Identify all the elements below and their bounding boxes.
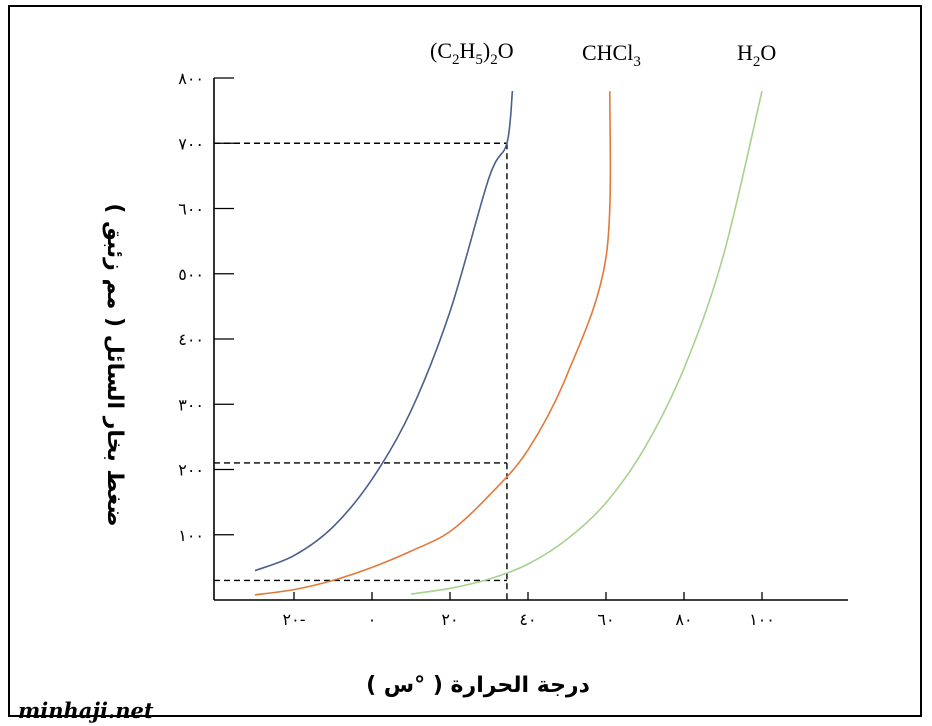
y-tick-label: ٥٠٠ [178, 265, 204, 284]
x-tick-label: ٦٠ [597, 610, 614, 629]
series-label-chloroform: CHCl3 [582, 40, 641, 70]
x-tick-label: ٨٠ [675, 610, 692, 629]
x-tick-label: ١٠٠ [749, 610, 775, 629]
y-tick-label: ٨٠٠ [178, 69, 204, 88]
y-ticks: ١٠٠ ٢٠٠ ٣٠٠ ٤٠٠ ٥٠٠ ٦٠٠ ٧٠٠ ٨٠٠ [178, 69, 234, 545]
series-line-chloroform [254, 91, 612, 596]
y-tick-label: ٢٠٠ [178, 461, 204, 480]
x-axis-title: درجة الحرارة ( °س ) [366, 673, 590, 698]
reference-lines [214, 142, 508, 600]
y-tick-label: ٤٠٠ [178, 330, 204, 349]
y-axis-title: ضغط بخار السائل ( مم زئبق ) [102, 203, 127, 526]
x-tick-label: ٤٠ [519, 610, 536, 629]
watermark: minhaji.net [18, 698, 154, 723]
y-tick-label: ١٠٠ [178, 526, 204, 545]
y-tick-label: ٣٠٠ [178, 395, 204, 414]
x-tick-label: ٢٠- [283, 610, 306, 629]
series-line-ether [254, 91, 514, 572]
series-line-water [410, 90, 763, 595]
x-tick-label: ٢٠ [441, 610, 458, 629]
y-tick-label: ٧٠٠ [178, 134, 204, 153]
series-label-water: H2O [737, 40, 776, 70]
x-tick-label: ٠ [368, 610, 377, 629]
image-frame [8, 5, 922, 717]
y-tick-label: ٦٠٠ [178, 200, 204, 219]
series-label-ether: (C2H5)2O [430, 38, 514, 68]
x-ticks: ٢٠- ٠ ٢٠ ٤٠ ٦٠ ٨٠ ١٠٠ [283, 592, 775, 629]
series-curves [254, 90, 763, 596]
